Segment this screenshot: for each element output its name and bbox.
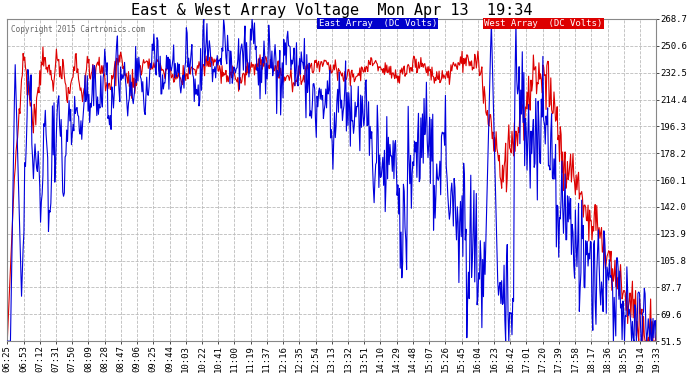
Text: West Array  (DC Volts): West Array (DC Volts) <box>484 19 602 28</box>
Text: East Array  (DC Volts): East Array (DC Volts) <box>319 19 437 28</box>
Text: Copyright 2015 Cartronics.com: Copyright 2015 Cartronics.com <box>10 26 145 34</box>
Title: East & West Array Voltage  Mon Apr 13  19:34: East & West Array Voltage Mon Apr 13 19:… <box>131 3 533 18</box>
